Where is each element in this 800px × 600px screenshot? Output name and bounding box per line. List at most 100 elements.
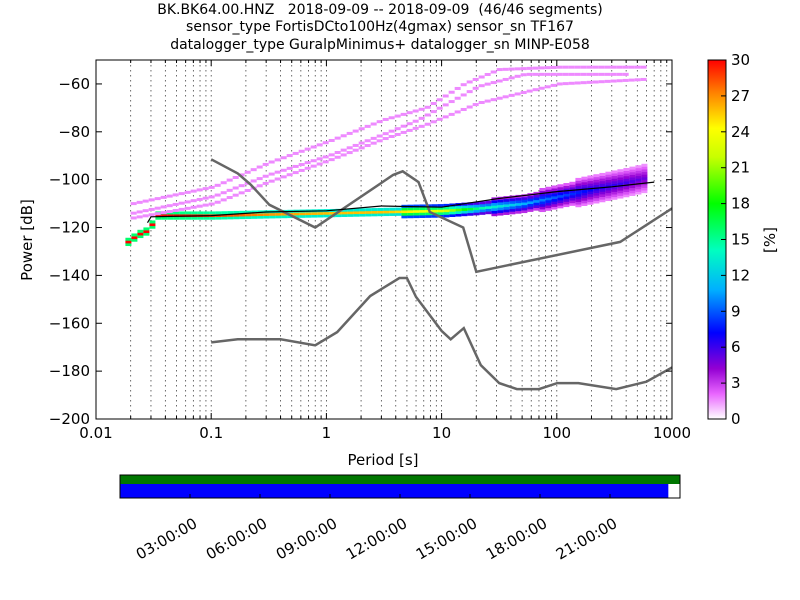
density-cell: [353, 211, 360, 215]
density-cell: [520, 91, 527, 95]
density-cell: [641, 166, 648, 170]
density-cell: [569, 189, 576, 193]
colorbar-tick-label: 18: [731, 195, 750, 213]
density-cell: [149, 225, 156, 229]
density-cell: [274, 170, 281, 174]
density-cell: [635, 183, 642, 187]
density-cell: [551, 188, 558, 192]
y-tick-label: −180: [49, 362, 90, 380]
density-cell: [436, 98, 443, 102]
x-tick-label: 1000: [653, 424, 691, 442]
density-cell: [509, 208, 516, 212]
density-cell: [353, 208, 360, 212]
density-cell: [587, 199, 594, 203]
density-cell: [202, 196, 209, 200]
density-cell: [179, 216, 186, 220]
density-cell: [611, 173, 618, 177]
density-cell: [413, 209, 420, 213]
density-cell: [251, 210, 258, 214]
density-cell: [562, 82, 569, 86]
colorbar-tick-label: 15: [731, 231, 750, 249]
density-cell: [533, 207, 540, 211]
density-cell: [605, 184, 612, 188]
density-cell: [562, 72, 569, 76]
density-cell: [401, 212, 408, 216]
density-cell: [389, 207, 396, 211]
density-cell: [605, 195, 612, 199]
density-cell: [593, 174, 600, 178]
density-cell: [413, 207, 420, 211]
density-cell: [550, 65, 557, 69]
density-cell: [208, 185, 215, 189]
density-cell: [365, 210, 372, 214]
density-cell: [130, 211, 137, 215]
density-cell: [532, 88, 539, 92]
density-cell: [563, 196, 570, 200]
density-cell: [509, 211, 516, 215]
density-cell: [497, 199, 504, 203]
density-cell: [449, 206, 456, 210]
density-cell: [400, 112, 407, 116]
density-cell: [509, 206, 516, 210]
density-cell: [479, 201, 486, 205]
colorbar-tick-label: 3: [731, 374, 741, 392]
density-cell: [527, 201, 534, 205]
density-cell: [611, 178, 618, 182]
plot-frame: [95, 59, 673, 420]
density-cell: [298, 168, 305, 172]
density-cell: [496, 68, 503, 72]
density-cell: [497, 202, 504, 206]
density-cell: [280, 156, 287, 160]
density-cell: [514, 74, 521, 78]
density-cell: [364, 124, 371, 128]
density-cell: [472, 77, 479, 81]
density-cell: [335, 214, 342, 218]
density-cell: [568, 81, 575, 85]
density-cell: [532, 66, 539, 70]
density-cell: [629, 166, 636, 170]
density-cell: [148, 207, 155, 211]
density-cell: [551, 185, 558, 189]
density-cell: [641, 179, 648, 183]
density-cell: [587, 191, 594, 195]
density-cell: [587, 188, 594, 192]
density-cell: [593, 184, 600, 188]
density-cell: [593, 200, 600, 204]
density-cell: [545, 202, 552, 206]
density-cell: [269, 212, 276, 216]
density-cell: [617, 174, 624, 178]
density-cell: [635, 186, 642, 190]
density-cell: [640, 65, 647, 69]
density-cell: [304, 161, 311, 165]
x-axis-label: Period [s]: [347, 451, 418, 469]
density-cell: [430, 102, 437, 106]
density-cell: [286, 154, 293, 158]
density-cell: [395, 212, 402, 216]
density-cell: [622, 78, 629, 82]
density-cell: [641, 174, 648, 178]
density-cell: [623, 194, 630, 198]
density-cell: [334, 155, 341, 159]
density-cell: [143, 227, 150, 231]
density-cell: [599, 188, 606, 192]
density-cell: [491, 205, 498, 209]
density-cell: [155, 216, 162, 220]
density-cell: [508, 93, 515, 97]
density-cell: [214, 193, 221, 197]
density-cell: [575, 204, 582, 208]
density-cell: [142, 199, 149, 203]
density-cell: [340, 148, 347, 152]
density-cell: [527, 195, 534, 199]
density-cell: [178, 192, 185, 196]
density-cell: [610, 65, 617, 69]
density-cell: [328, 138, 335, 142]
density-cell: [605, 192, 612, 196]
density-cell: [587, 175, 594, 179]
density-cell: [641, 171, 648, 175]
density-cell: [347, 213, 354, 217]
density-cell: [526, 66, 533, 70]
density-cell: [544, 72, 551, 76]
density-cell: [502, 95, 509, 99]
density-cell: [329, 211, 336, 215]
density-cell: [569, 194, 576, 198]
